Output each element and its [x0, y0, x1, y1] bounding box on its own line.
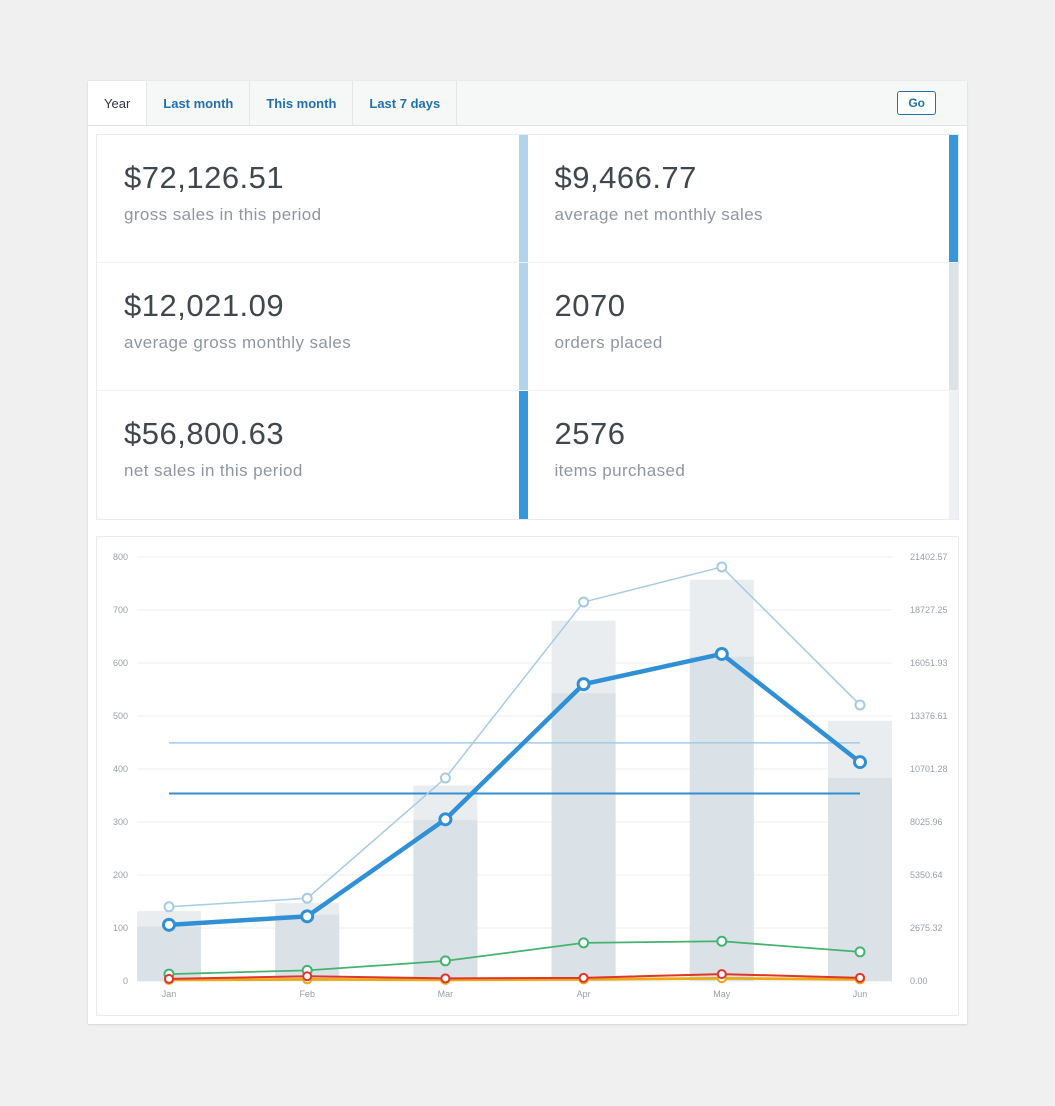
stats-legend: $72,126.51 gross sales in this period $9… — [96, 134, 959, 520]
stat-average-net-monthly-sales: $9,466.77 average net monthly sales — [527, 135, 958, 263]
tab-last-month[interactable]: Last month — [147, 81, 251, 125]
sales-chart-canvas: 0 0.00 100 2675.32 200 5350.64 300 8025.96 400 10… — [113, 552, 948, 999]
svg-text:400: 400 — [113, 764, 128, 774]
go-button[interactable]: Go — [897, 91, 936, 115]
tab-year[interactable]: Year — [88, 81, 148, 125]
svg-text:100: 100 — [113, 923, 128, 933]
svg-text:16051.93: 16051.93 — [910, 658, 948, 668]
svg-text:8025.96: 8025.96 — [910, 817, 943, 827]
svg-text:May: May — [713, 989, 731, 999]
stat-amount: $72,126.51 — [124, 160, 285, 195]
stat-amount: $56,800.63 — [124, 416, 285, 451]
series-color-strip — [949, 263, 958, 390]
stat-items-purchased: 2576 items purchased — [528, 391, 958, 519]
stat-label: average gross monthly sales — [124, 333, 352, 352]
svg-text:700: 700 — [113, 605, 128, 615]
sales-chart: 0 0.00 100 2675.32 200 5350.64 300 8025.96 400 10… — [96, 536, 959, 1016]
series-color-strip — [518, 391, 528, 519]
svg-text:300: 300 — [113, 817, 128, 827]
stat-label: items purchased — [554, 461, 686, 480]
sales-report-panel: Year Last month This month Last 7 days G… — [88, 81, 967, 1024]
svg-text:Jun: Jun — [853, 989, 868, 999]
stat-label: average net monthly sales — [554, 205, 763, 224]
stat-orders-placed: 2070 orders placed — [527, 263, 958, 391]
svg-text:Apr: Apr — [577, 989, 591, 999]
svg-text:18727.25: 18727.25 — [910, 605, 948, 615]
svg-text:800: 800 — [113, 552, 128, 562]
svg-text:Feb: Feb — [299, 989, 315, 999]
svg-text:5350.64: 5350.64 — [910, 870, 943, 880]
stat-net-sales: $56,800.63 net sales in this period — [97, 391, 528, 519]
svg-text:600: 600 — [113, 658, 128, 668]
series-color-strip — [949, 391, 958, 519]
date-range-tabs: Year Last month This month Last 7 days G… — [88, 81, 967, 126]
tab-last-7-days[interactable]: Last 7 days — [353, 81, 458, 125]
svg-text:21402.57: 21402.57 — [910, 552, 948, 562]
svg-text:10701.28: 10701.28 — [910, 764, 948, 774]
stat-gross-sales: $72,126.51 gross sales in this period — [97, 135, 528, 263]
stat-amount: 2576 — [554, 416, 626, 451]
svg-text:Mar: Mar — [438, 989, 454, 999]
stat-amount: $9,466.77 — [554, 160, 697, 195]
series-color-strip — [518, 135, 528, 262]
stat-label: orders placed — [554, 333, 663, 352]
svg-text:200: 200 — [113, 870, 128, 880]
svg-text:13376.61: 13376.61 — [910, 711, 948, 721]
stat-label: gross sales in this period — [124, 205, 322, 224]
svg-text:0.00: 0.00 — [910, 976, 928, 986]
tab-this-month[interactable]: This month — [250, 81, 354, 125]
svg-text:Jan: Jan — [162, 989, 177, 999]
stat-average-gross-monthly-sales: $12,021.09 average gross monthly sales — [97, 263, 528, 391]
svg-text:500: 500 — [113, 711, 128, 721]
stat-amount: $12,021.09 — [124, 288, 285, 323]
series-color-strip — [518, 263, 528, 390]
series-color-strip — [949, 135, 958, 262]
stat-amount: 2070 — [554, 288, 626, 323]
stat-label: net sales in this period — [124, 461, 303, 480]
svg-text:0: 0 — [123, 976, 128, 986]
svg-text:2675.32: 2675.32 — [910, 923, 943, 933]
